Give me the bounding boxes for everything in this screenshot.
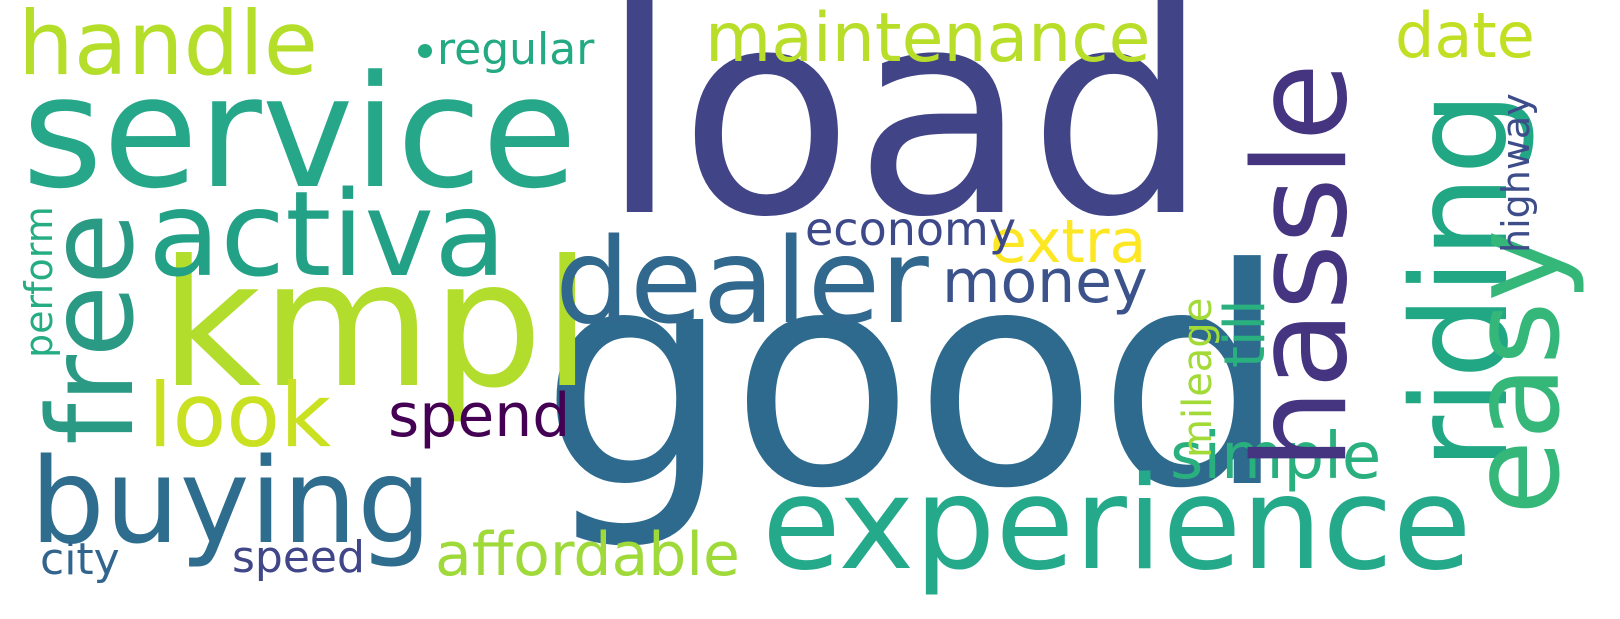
word-mileage: mileage bbox=[1175, 297, 1221, 458]
word-highway: highway bbox=[1494, 93, 1538, 253]
word-money: money bbox=[942, 247, 1148, 317]
word-economy: economy bbox=[805, 202, 1017, 256]
word-simple: simple bbox=[1170, 420, 1382, 494]
word-extra: extra bbox=[990, 207, 1147, 277]
word-spend: spend bbox=[388, 381, 571, 451]
word-till: till bbox=[1213, 299, 1278, 368]
decorative-dot bbox=[418, 44, 432, 58]
word-hassle: hassle bbox=[1227, 62, 1376, 470]
word-experience: experience bbox=[762, 450, 1472, 599]
word-maintenance: maintenance bbox=[705, 0, 1151, 78]
word-activa: activa bbox=[148, 165, 507, 303]
word-perform: perform bbox=[17, 206, 61, 358]
word-service: service bbox=[22, 42, 578, 223]
word-handle: handle bbox=[18, 0, 318, 95]
word-easy: easy bbox=[1445, 229, 1587, 515]
word-speed: speed bbox=[232, 532, 365, 583]
word-load: load bbox=[600, 0, 1210, 280]
word-kmpl: kmpl bbox=[160, 224, 592, 427]
word-city: city bbox=[40, 534, 120, 585]
word-buying: buying bbox=[30, 432, 432, 570]
word-look: look bbox=[148, 364, 332, 467]
word-date: date bbox=[1395, 0, 1535, 72]
word-dealer: dealer bbox=[555, 212, 929, 350]
word-regular: regular bbox=[437, 24, 595, 75]
word-good: good bbox=[540, 205, 1288, 554]
word-affordable: affordable bbox=[435, 520, 740, 590]
